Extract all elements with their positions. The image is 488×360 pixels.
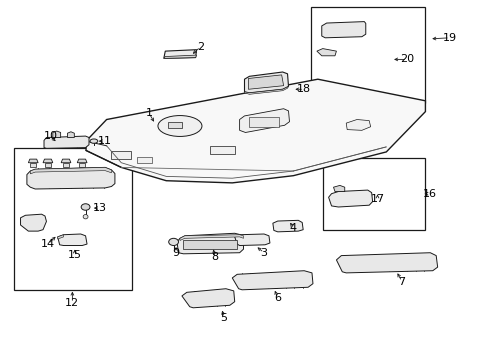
Polygon shape [346,120,370,130]
Polygon shape [163,50,196,58]
Bar [249,117,278,127]
Polygon shape [20,214,46,231]
Bar [310,7,425,103]
Polygon shape [248,75,283,89]
Polygon shape [232,271,312,290]
Ellipse shape [168,238,178,246]
Bar [183,240,237,249]
Polygon shape [53,131,61,138]
Ellipse shape [90,139,98,143]
Text: 4: 4 [289,222,296,233]
Polygon shape [239,109,289,132]
Polygon shape [180,235,243,240]
Bar [210,146,234,154]
Text: 11: 11 [98,136,112,146]
Polygon shape [43,159,53,163]
Polygon shape [58,235,63,239]
Ellipse shape [81,204,90,210]
Polygon shape [182,289,234,308]
Polygon shape [333,185,344,192]
Polygon shape [30,163,36,167]
Text: 15: 15 [68,250,81,260]
Polygon shape [61,159,71,163]
Text: 5: 5 [220,312,227,323]
Polygon shape [234,234,269,246]
Text: 10: 10 [43,131,57,141]
Polygon shape [328,190,372,207]
Text: 13: 13 [93,203,107,213]
Bar [322,158,425,230]
Polygon shape [79,163,85,167]
Polygon shape [27,167,115,189]
Bar [137,157,151,163]
Polygon shape [77,159,87,163]
Text: 12: 12 [65,298,79,308]
Polygon shape [272,220,303,232]
Polygon shape [30,167,111,174]
Polygon shape [67,132,74,138]
Text: 19: 19 [442,33,456,43]
Text: 9: 9 [172,248,179,258]
Polygon shape [316,49,336,56]
Polygon shape [45,163,51,167]
Text: 16: 16 [422,189,435,199]
Text: 8: 8 [211,252,218,262]
Text: 18: 18 [297,84,310,94]
Polygon shape [321,22,365,38]
Polygon shape [58,234,87,246]
Polygon shape [44,136,89,148]
Text: 6: 6 [274,293,281,303]
Polygon shape [63,163,69,167]
Text: 17: 17 [370,194,384,204]
Polygon shape [244,72,288,93]
Polygon shape [28,159,38,163]
Ellipse shape [83,215,88,219]
Polygon shape [86,79,425,183]
Text: 14: 14 [41,239,55,249]
Text: 20: 20 [399,54,413,64]
Polygon shape [177,233,243,254]
Bar [167,122,182,128]
Bar [14,148,132,290]
Polygon shape [244,86,288,94]
Text: 1: 1 [145,108,152,118]
Text: 2: 2 [197,42,203,52]
Ellipse shape [158,116,202,136]
Bar [111,151,131,159]
Polygon shape [336,253,437,273]
Polygon shape [163,55,196,58]
Text: 7: 7 [398,276,405,287]
Text: 3: 3 [260,248,267,258]
